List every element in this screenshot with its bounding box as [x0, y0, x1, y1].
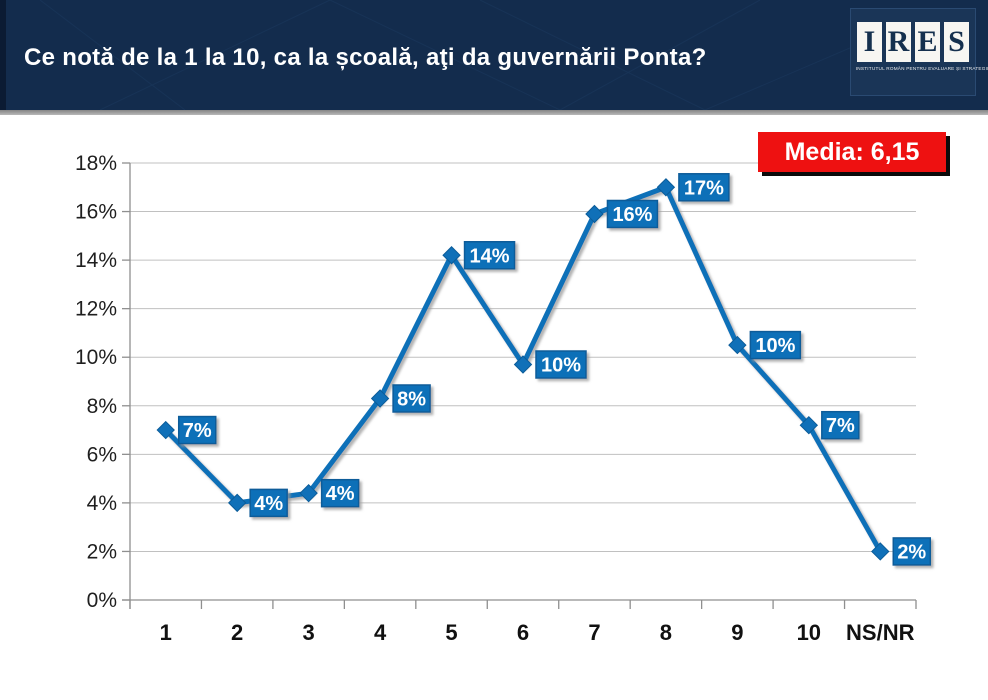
header: Ce notă de la 1 la 10, ca la școală, aţi… — [0, 0, 988, 110]
media-badge: Media: 6,15 — [758, 132, 946, 172]
svg-text:4%: 4% — [254, 493, 283, 515]
svg-text:1: 1 — [160, 620, 172, 645]
svg-text:7%: 7% — [826, 415, 855, 437]
svg-text:17%: 17% — [684, 177, 724, 199]
header-divider — [0, 110, 988, 115]
svg-text:6%: 6% — [87, 443, 117, 466]
svg-text:6: 6 — [517, 620, 529, 645]
page-title: Ce notă de la 1 la 10, ca la școală, aţi… — [24, 44, 707, 71]
svg-text:7: 7 — [588, 620, 600, 645]
svg-text:NS/NR: NS/NR — [846, 620, 915, 645]
svg-text:9: 9 — [731, 620, 743, 645]
svg-text:18%: 18% — [75, 152, 117, 175]
svg-text:14%: 14% — [75, 249, 117, 272]
header-pattern — [39, 0, 921, 110]
ires-logo: I R E S INSTITUTUL ROMÂN PENTRU EVALUARE… — [850, 8, 988, 96]
chart-area: 0% 2% 4% 6% 8% 10% 12% 14% 16% 18% 1 2 3 4 5 6 7 8 9 10 NS/N… — [0, 115, 988, 700]
svg-text:2%: 2% — [897, 541, 926, 563]
svg-text:4%: 4% — [87, 492, 117, 515]
svg-text:10%: 10% — [541, 355, 581, 377]
svg-text:8: 8 — [660, 620, 672, 645]
svg-text:2: 2 — [231, 620, 243, 645]
logo-letter-e: E — [915, 22, 940, 62]
svg-text:8%: 8% — [397, 388, 426, 410]
svg-text:16%: 16% — [612, 204, 652, 226]
svg-text:2%: 2% — [87, 540, 117, 563]
svg-text:4%: 4% — [326, 483, 355, 505]
line-chart: 0% 2% 4% 6% 8% 10% 12% 14% 16% 18% 1 2 3 4 5 6 7 8 9 10 NS/N… — [75, 152, 932, 645]
svg-text:16%: 16% — [75, 201, 117, 224]
logo-letter-r: R — [886, 22, 911, 62]
ires-logo-tagline: INSTITUTUL ROMÂN PENTRU EVALUARE ȘI STRA… — [855, 66, 988, 72]
ires-logo-tiles: I R E S — [851, 22, 975, 62]
svg-text:14%: 14% — [470, 245, 510, 267]
svg-text:10%: 10% — [75, 346, 117, 369]
svg-text:3: 3 — [303, 620, 315, 645]
svg-text:7%: 7% — [183, 420, 212, 442]
svg-text:5: 5 — [445, 620, 457, 645]
svg-text:4: 4 — [374, 620, 387, 645]
svg-text:12%: 12% — [75, 298, 117, 321]
svg-text:10: 10 — [797, 620, 821, 645]
svg-text:8%: 8% — [87, 395, 117, 418]
logo-letter-i: I — [857, 22, 882, 62]
header-accent-bar — [0, 0, 6, 110]
logo-letter-s: S — [944, 22, 969, 62]
svg-text:0%: 0% — [87, 589, 117, 612]
svg-text:10%: 10% — [755, 335, 795, 357]
